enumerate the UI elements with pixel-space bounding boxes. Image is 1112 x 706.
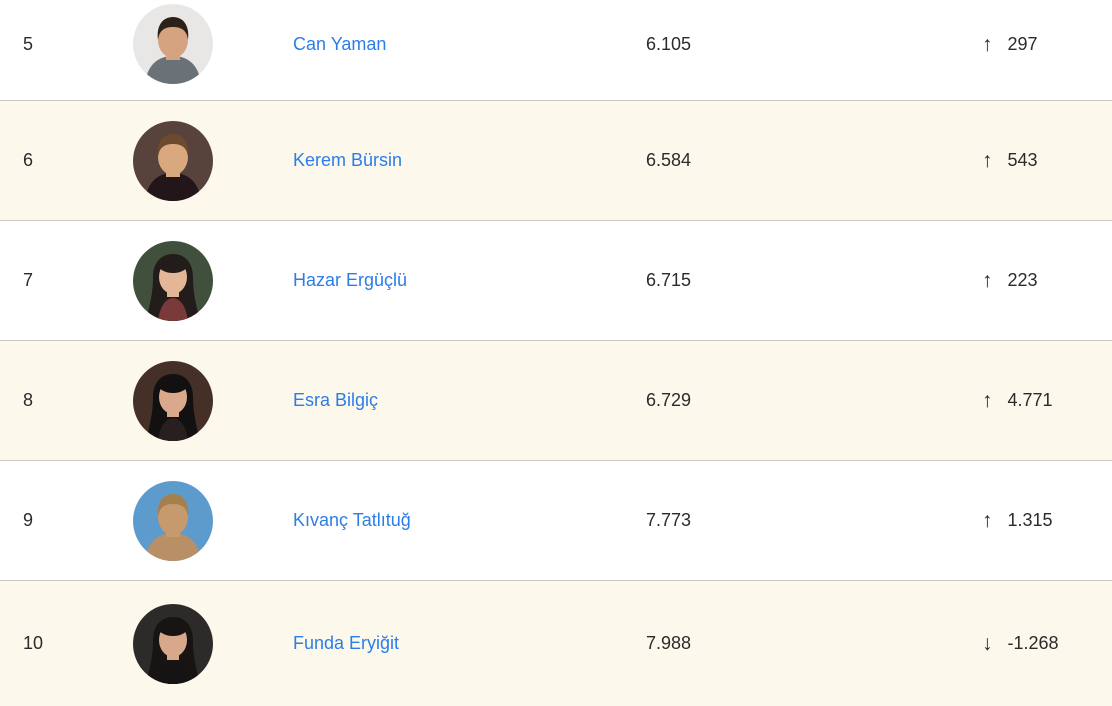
table-row: 10 Funda Eryiğit 7.988 ↓ -1.268 [0,581,1112,706]
person-photo [133,604,213,684]
rank-number: 9 [23,510,34,530]
trend-cell: ↑ 543 [982,150,1112,171]
avatar-cell [133,121,293,201]
score-cell: 7.773 [646,510,982,531]
person-photo [133,121,213,201]
name-cell: Kerem Bürsin [293,150,646,171]
avatar-cell [133,481,293,561]
score-value: 6.729 [646,390,692,410]
rank-cell: 7 [0,270,133,291]
score-value: 6.715 [646,270,692,290]
up-arrow-icon: ↑ [982,509,993,532]
person-link[interactable]: Kerem Bürsin [293,150,403,170]
name-cell: Hazar Ergüçlü [293,270,646,291]
rank-change-value: 4.771 [1007,390,1053,410]
up-arrow-icon: ↑ [982,149,993,172]
name-cell: Funda Eryiğit [293,633,646,654]
person-link[interactable]: Hazar Ergüçlü [293,270,408,290]
avatar[interactable] [133,604,213,684]
rank-number: 7 [23,270,34,290]
avatar[interactable] [133,241,213,321]
avatar[interactable] [133,4,213,84]
person-photo [133,4,213,84]
rank-number: 10 [23,633,44,653]
avatar[interactable] [133,481,213,561]
person-photo [133,481,213,561]
person-link[interactable]: Kıvanç Tatlıtuğ [293,510,411,530]
rank-number: 8 [23,390,34,410]
score-cell: 6.715 [646,270,982,291]
name-cell: Kıvanç Tatlıtuğ [293,510,646,531]
trend-cell: ↓ -1.268 [982,633,1112,654]
score-cell: 7.988 [646,633,982,654]
rank-number: 5 [23,33,34,54]
score-value: 6.584 [646,150,692,170]
person-photo [133,241,213,321]
score-cell: 6.105 [646,34,982,55]
rank-change-value: -1.268 [1007,633,1059,653]
table-row: 7 Hazar Ergüçlü 6.715 ↑ 223 [0,221,1112,341]
rank-change-value: 1.315 [1007,510,1053,530]
up-arrow-icon: ↑ [982,389,993,412]
name-cell: Esra Bilgiç [293,390,646,411]
score-cell: 6.729 [646,390,982,411]
score-value: 7.773 [646,510,692,530]
person-photo [133,361,213,441]
rank-change-value: 543 [1007,150,1038,170]
person-link[interactable]: Can Yaman [293,33,387,54]
rank-cell: 9 [0,510,133,531]
trend-cell: ↑ 4.771 [982,390,1112,411]
rank-change-value: 223 [1007,270,1038,290]
rank-cell: 8 [0,390,133,411]
rank-change-value: 297 [1007,33,1038,54]
score-cell: 6.584 [646,150,982,171]
person-link[interactable]: Esra Bilgiç [293,390,379,410]
score-value: 6.105 [646,33,692,54]
rank-cell: 6 [0,150,133,171]
trend-cell: ↑ 1.315 [982,510,1112,531]
trend-cell: ↑ 223 [982,270,1112,291]
up-arrow-icon: ↑ [982,269,993,292]
avatar-cell [133,241,293,321]
table-row: 8 Esra Bilgiç 6.729 ↑ 4.771 [0,341,1112,461]
table-row: 6 Kerem Bürsin 6.584 ↑ 543 [0,101,1112,221]
down-arrow-icon: ↓ [982,632,993,655]
name-cell: Can Yaman [293,34,646,55]
rank-number: 6 [23,150,34,170]
trend-cell: ↑ 297 [982,34,1112,55]
table-row: 9 Kıvanç Tatlıtuğ 7.773 ↑ 1.315 [0,461,1112,581]
table-row: 5 Can Yaman 6.105 ↑ 297 [0,0,1112,101]
score-value: 7.988 [646,633,692,653]
avatar[interactable] [133,121,213,201]
avatar[interactable] [133,361,213,441]
avatar-cell [133,361,293,441]
avatar-cell [133,604,293,684]
up-arrow-icon: ↑ [982,32,993,56]
rank-cell: 10 [0,633,133,654]
person-link[interactable]: Funda Eryiğit [293,633,400,653]
rank-cell: 5 [0,34,133,55]
avatar-cell [133,4,293,84]
